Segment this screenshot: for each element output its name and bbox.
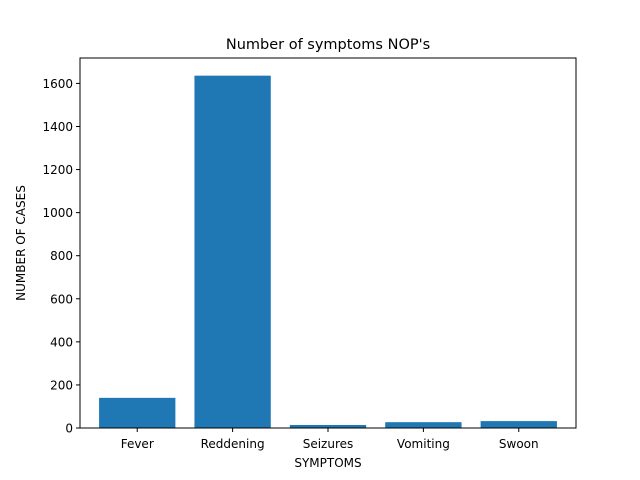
bar-vomiting (385, 422, 462, 428)
y-axis: 0 200 400 600 800 1000 1200 1400 1600 (42, 77, 80, 436)
x-tick-label-swoon: Swoon (499, 437, 539, 451)
bars-group (99, 75, 557, 429)
x-tick-label-fever: Fever (121, 437, 154, 451)
y-tick-label: 1600 (42, 77, 73, 91)
y-tick-label: 400 (50, 335, 73, 349)
bar-swoon (480, 421, 557, 428)
y-axis-label: NUMBER OF CASES (14, 185, 28, 301)
x-tick-label-reddening: Reddening (201, 437, 265, 451)
chart-title: Number of symptoms NOP's (226, 37, 430, 53)
bar-fever (99, 397, 176, 428)
y-tick-label: 1400 (42, 120, 73, 134)
y-tick-label: 800 (50, 249, 73, 263)
y-tick-label: 200 (50, 378, 73, 392)
y-tick-label: 0 (65, 422, 73, 436)
x-tick-label-seizures: Seizures (303, 437, 354, 451)
bar-reddening (194, 75, 271, 429)
y-tick-label: 1000 (42, 206, 73, 220)
x-axis-label: SYMPTOMS (294, 456, 361, 470)
x-tick-label-vomiting: Vomiting (397, 437, 450, 451)
y-tick-label: 1200 (42, 163, 73, 177)
x-axis: Fever Reddening Seizures Vomiting Swoon (121, 428, 539, 451)
plot-frame (79, 57, 577, 429)
bar-seizures (289, 424, 367, 428)
y-tick-label: 600 (50, 292, 73, 306)
